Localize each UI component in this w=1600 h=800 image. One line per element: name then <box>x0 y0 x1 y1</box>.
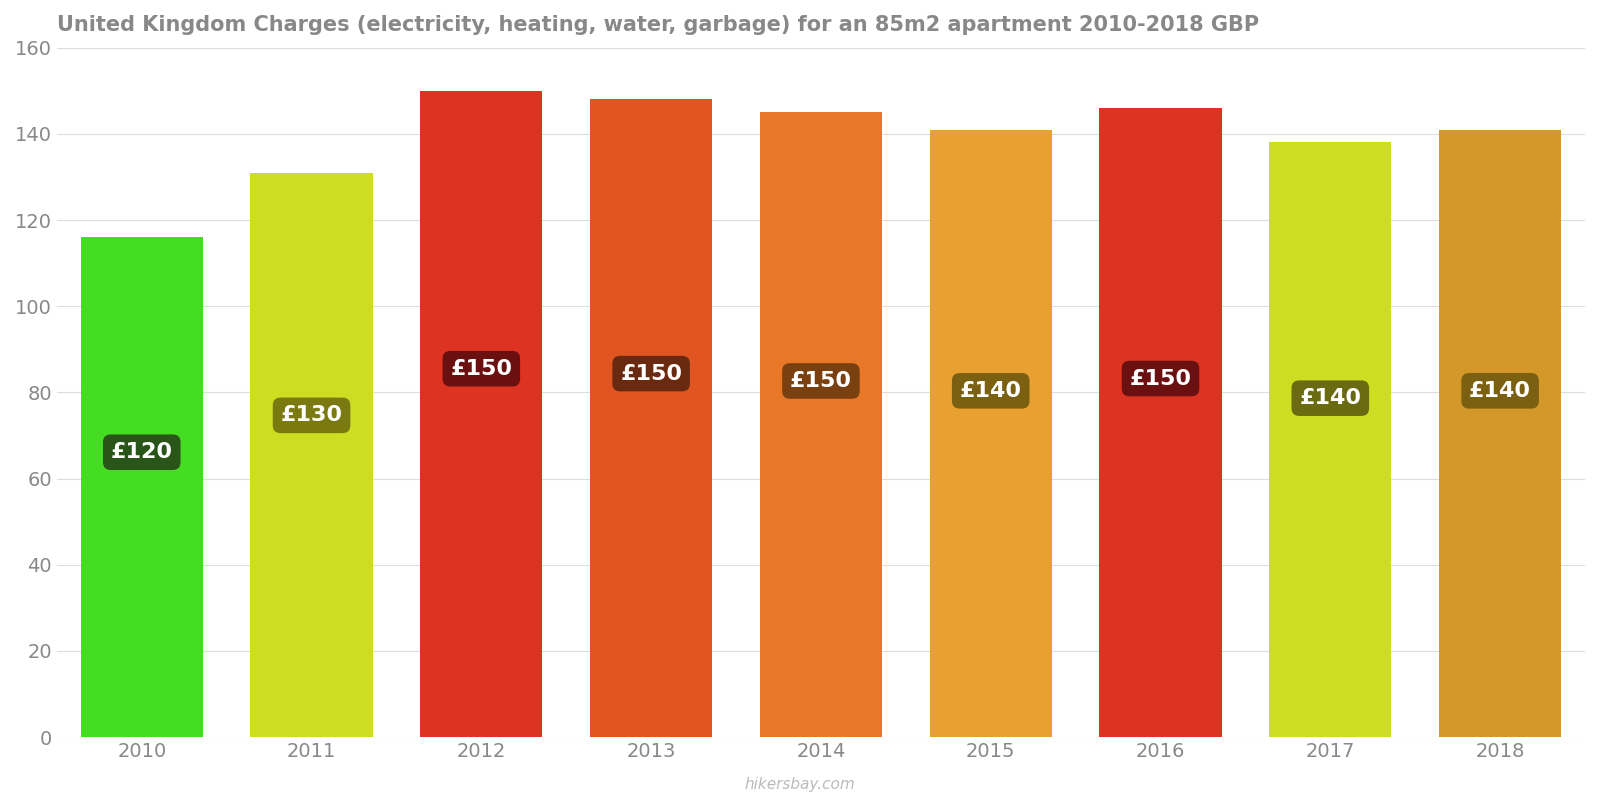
Text: £150: £150 <box>621 364 682 384</box>
Bar <box>1269 142 1392 737</box>
Text: £150: £150 <box>790 371 851 391</box>
Bar <box>80 238 203 737</box>
Text: £150: £150 <box>1130 369 1192 389</box>
Bar <box>760 112 882 737</box>
Text: £140: £140 <box>960 381 1022 401</box>
Text: United Kingdom Charges (electricity, heating, water, garbage) for an 85m2 apartm: United Kingdom Charges (electricity, hea… <box>58 15 1259 35</box>
Bar <box>930 130 1051 737</box>
Bar <box>590 99 712 737</box>
Text: £140: £140 <box>1469 381 1531 401</box>
Bar <box>1099 108 1222 737</box>
Text: £140: £140 <box>1299 388 1362 408</box>
Text: £150: £150 <box>450 358 512 378</box>
Text: £130: £130 <box>280 406 342 426</box>
Bar <box>1438 130 1562 737</box>
Text: hikersbay.com: hikersbay.com <box>744 777 856 792</box>
Text: £120: £120 <box>110 442 173 462</box>
Bar <box>251 173 373 737</box>
Bar <box>421 90 542 737</box>
